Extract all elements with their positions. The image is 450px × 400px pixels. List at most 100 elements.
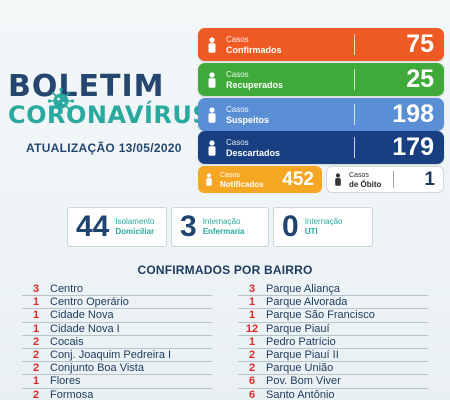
item-name: Pedro Patrício xyxy=(266,335,336,348)
obito-value: 1 xyxy=(424,168,435,190)
list-item: 1 Parque Alvorada xyxy=(238,296,428,310)
item-count: 1 xyxy=(248,296,256,309)
list-item: 2 Cocais xyxy=(22,336,212,349)
list-item: 2 Parque Piauí II xyxy=(238,349,428,363)
item-count: 3 xyxy=(248,283,256,296)
bairros-title: CONFIRMADOS POR BAIRRO xyxy=(137,263,313,277)
item-name: Parque Aliança xyxy=(266,283,340,296)
recuperados-value: 25 xyxy=(406,65,434,93)
item-count: 2 xyxy=(32,335,40,348)
item-count: 2 xyxy=(32,388,40,400)
card-obito: Casos de Óbito 1 xyxy=(326,166,444,193)
descartados-value: 179 xyxy=(392,133,434,161)
item-name: Parque Piauí xyxy=(266,322,330,335)
item-name: Parque Piauí II xyxy=(266,349,339,362)
suspeitos-value: 198 xyxy=(392,100,434,128)
card-label-top: Casos xyxy=(220,171,240,179)
item-name: Parque União xyxy=(266,362,334,375)
person-icon xyxy=(208,36,216,53)
page-subtitle: CORONAVÍRUS xyxy=(8,101,211,129)
card-confirmados: Casos Confirmados 75 xyxy=(198,28,444,61)
item-name: Pov. Bom Viver xyxy=(266,375,341,388)
item-count: 1 xyxy=(32,375,40,388)
notificados-value: 452 xyxy=(282,168,314,190)
title-block: BOLETIM CORONAVÍRUS xyxy=(8,69,211,129)
virus-icon xyxy=(48,88,74,114)
uti-box: 0 Internação UTI xyxy=(273,207,373,247)
item-name: Parque São Francisco xyxy=(266,309,375,322)
item-count: 1 xyxy=(248,335,256,348)
item-count: 2 xyxy=(248,362,256,375)
divider xyxy=(393,171,395,188)
card-label-top: Casos xyxy=(349,171,369,179)
item-count: 2 xyxy=(248,349,256,362)
box-label-top: Isolamento xyxy=(115,217,155,226)
list-item: 3 Parque Aliança xyxy=(238,283,428,297)
card-label: Descartados xyxy=(226,147,281,158)
item-count: 1 xyxy=(32,322,40,335)
divider xyxy=(354,69,355,90)
item-name: Conjunto Boa Vista xyxy=(50,362,144,375)
divider xyxy=(354,104,355,125)
item-count: 6 xyxy=(248,375,256,388)
list-item: 1 Cidade Nova xyxy=(22,309,212,323)
uti-value: 0 xyxy=(282,210,299,243)
item-name: Centro xyxy=(50,283,84,296)
card-suspeitos: Casos Suspeitos 198 xyxy=(198,98,444,131)
card-notificados: Casos Notificados 452 xyxy=(198,166,322,193)
confirmados-value: 75 xyxy=(406,30,434,58)
list-item: 1 Pedro Patrício xyxy=(238,336,428,349)
card-descartados: Casos Descartados 179 xyxy=(198,131,444,164)
item-count: 1 xyxy=(32,296,40,309)
card-label: de Óbito xyxy=(349,179,382,189)
page-title: BOLETIM xyxy=(8,69,165,104)
card-label: Notificados xyxy=(220,179,264,189)
list-item: 6 Santo Antônio xyxy=(238,389,428,400)
card-recuperados: Casos Recuperados 25 xyxy=(198,63,444,96)
bairros-list-right: 3 Parque Aliança 1 Parque Alvorada 1 Parque… xyxy=(238,283,428,400)
card-label: Confirmados xyxy=(226,44,282,55)
item-count: 1 xyxy=(32,309,40,322)
card-label-top: Casos xyxy=(226,137,249,147)
enfermaria-box: 3 Internação Enfermaria xyxy=(171,207,269,247)
person-icon xyxy=(208,71,216,88)
box-label: Enfermaria xyxy=(202,227,245,236)
item-name: Parque Alvorada xyxy=(266,296,348,309)
card-label: Recuperados xyxy=(226,79,284,90)
list-item: 6 Pov. Bom Viver xyxy=(238,375,428,389)
list-item: 2 Formosa xyxy=(22,389,212,400)
item-count: 2 xyxy=(32,349,40,362)
box-label-top: Internação xyxy=(202,217,241,226)
list-item: 1 Cidade Nova I xyxy=(22,323,212,336)
item-name: Formosa xyxy=(50,388,94,400)
card-label-top: Casos xyxy=(226,104,249,114)
divider xyxy=(354,137,355,158)
list-item: 3 Centro xyxy=(22,283,212,297)
item-count: 6 xyxy=(248,388,256,400)
card-label-top: Casos xyxy=(226,69,249,79)
update-date: ATUALIZAÇÃO 13/05/2020 xyxy=(26,141,182,155)
isolamento-box: 44 Isolamento Domiciliar xyxy=(67,207,167,247)
item-count: 1 xyxy=(248,309,256,322)
list-item: 1 Flores xyxy=(22,375,212,389)
list-item: 2 Conj. Joaquim Pedreira I xyxy=(22,349,212,363)
person-icon xyxy=(208,139,216,156)
person-icon xyxy=(208,106,216,123)
item-name: Cocais xyxy=(50,335,84,348)
card-label: Suspeitos xyxy=(226,114,270,125)
person-icon xyxy=(206,173,212,186)
box-label: UTI xyxy=(304,227,318,236)
list-item: 2 Conjunto Boa Vista xyxy=(22,362,212,376)
divider xyxy=(354,34,355,55)
box-label-top: Internação xyxy=(304,217,343,226)
enfermaria-value: 3 xyxy=(180,210,197,243)
card-label-top: Casos xyxy=(226,34,249,44)
isolamento-value: 44 xyxy=(76,210,110,243)
list-item: 1 Parque São Francisco xyxy=(238,309,428,323)
item-count: 2 xyxy=(32,362,40,375)
item-name: Santo Antônio xyxy=(266,388,335,400)
person-icon xyxy=(335,173,341,186)
item-count: 3 xyxy=(32,283,40,296)
box-label: Domiciliar xyxy=(115,227,155,236)
